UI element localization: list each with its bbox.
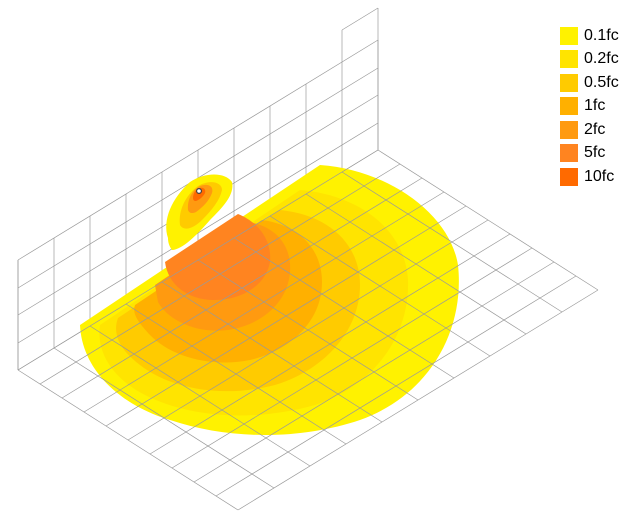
legend-label: 0.2fc <box>584 50 619 68</box>
legend-item: 10fc <box>560 165 619 189</box>
legend-swatch <box>560 97 578 116</box>
legend-item: 0.5fc <box>560 71 619 95</box>
floor-grid <box>17 149 599 511</box>
legend-label: 10fc <box>584 167 615 185</box>
legend-item: 2fc <box>560 118 619 142</box>
legend-label: 5fc <box>584 144 606 162</box>
legend-swatch <box>560 144 578 163</box>
fixture-marker <box>196 188 203 195</box>
legend-label: 0.5fc <box>584 73 619 91</box>
contour-5fc <box>165 214 271 300</box>
legend-item: 0.1fc <box>560 24 619 48</box>
legend-label: 0.1fc <box>584 26 619 44</box>
legend-label: 1fc <box>584 97 606 115</box>
legend-item: 1fc <box>560 95 619 119</box>
legend: 0.1fc 0.2fc 0.5fc 1fc 2fc 5fc 10fc <box>560 24 619 189</box>
contour-regions <box>80 165 459 435</box>
legend-swatch <box>560 50 578 69</box>
legend-swatch <box>560 120 578 139</box>
legend-item: 0.2fc <box>560 48 619 72</box>
legend-swatch <box>560 167 578 186</box>
legend-swatch <box>560 26 578 45</box>
legend-swatch <box>560 73 578 92</box>
legend-item: 5fc <box>560 142 619 166</box>
legend-label: 2fc <box>584 120 606 138</box>
contour-wall-2fc <box>187 184 213 214</box>
